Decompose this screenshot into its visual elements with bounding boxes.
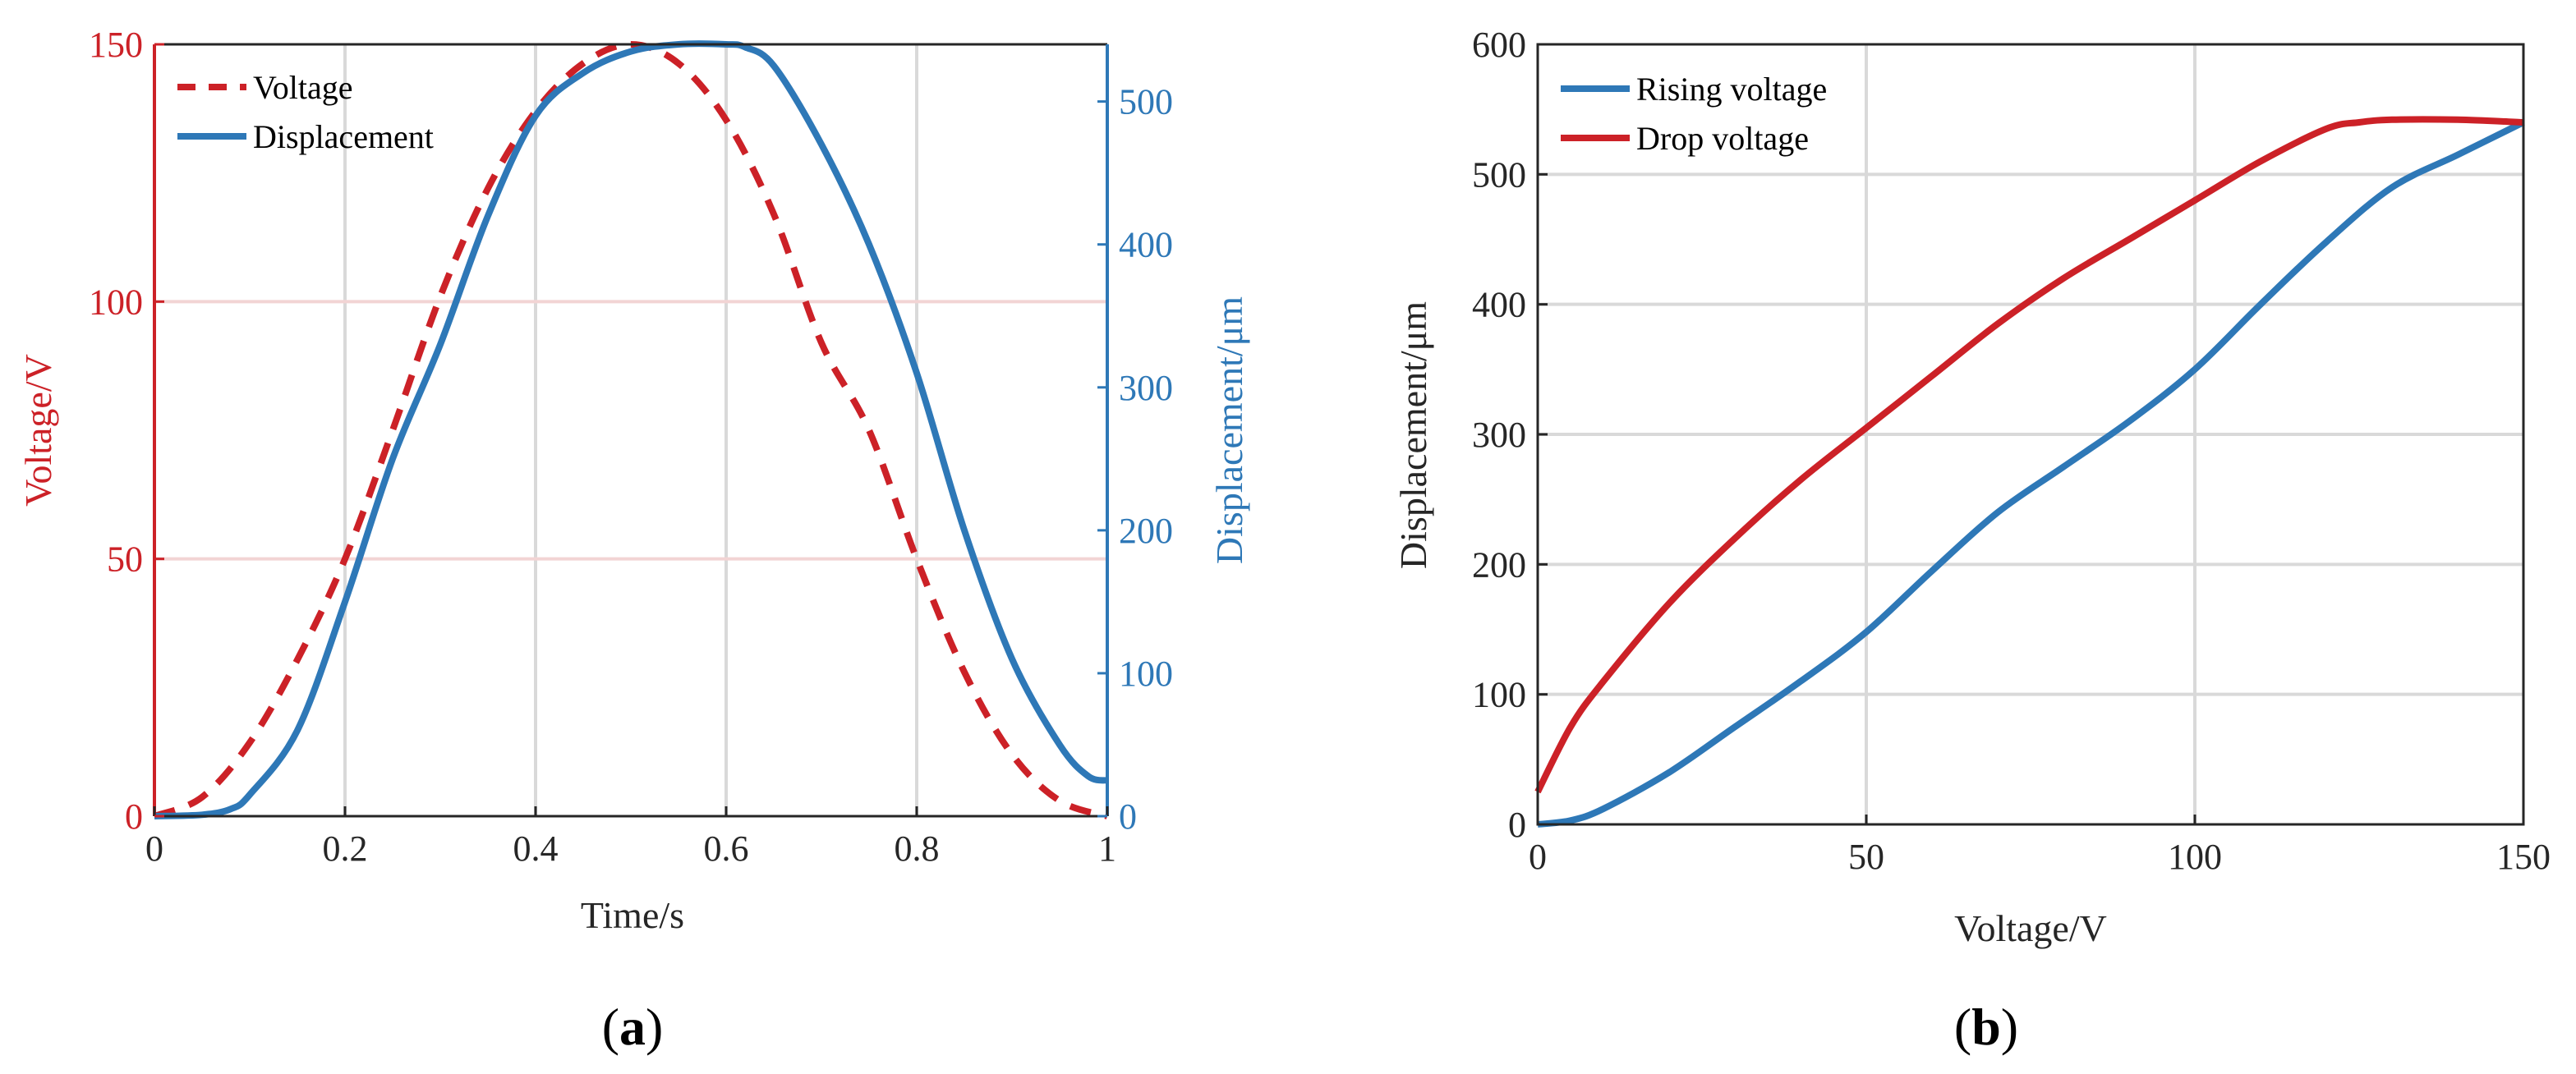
- chart-b: 0 50 100 150 0 100 200 300 400 500 600 Voltage/V D…: [1392, 25, 2551, 1056]
- chart-a-x-tick-label: 0.2: [323, 828, 368, 869]
- chart-b-panel-label: (b): [1954, 998, 2018, 1056]
- chart-b-x-axis-title: Voltage/V: [1954, 907, 2107, 949]
- chart-a-x-tick-label: 0.6: [704, 828, 749, 869]
- chart-b-x-tick-label: 0: [1529, 837, 1547, 877]
- chart-a-panel-label-letter: a: [619, 998, 646, 1056]
- series-line-drop-voltage: [1534, 116, 2524, 794]
- series-line-voltage: [153, 41, 1109, 819]
- chart-a-panel-label-open: (: [602, 998, 619, 1056]
- chart-b-panel-label-close: ): [2001, 998, 2018, 1056]
- chart-b-legend: Rising voltage Drop voltage: [1561, 71, 1827, 157]
- chart-b-panel-label-open: (: [1954, 998, 1971, 1056]
- chart-a-right-tick-label: 500: [1119, 82, 1173, 122]
- chart-a-left-tick-label: 50: [107, 539, 143, 580]
- chart-a-series: [153, 40, 1109, 819]
- chart-b-y-tick-label: 0: [1508, 805, 1526, 845]
- legend-drop-label: Drop voltage: [1636, 120, 1809, 157]
- series-line-displacement: [154, 40, 1108, 819]
- chart-a-right-axis-title: Displacement/μm: [1208, 296, 1250, 564]
- chart-a-left-tick-label: 0: [125, 796, 143, 837]
- chart-b-y-tick-label: 500: [1472, 154, 1526, 195]
- chart-a-left-axis-title: Voltage/V: [17, 354, 59, 507]
- chart-b-ticks: 0 50 100 150 0 100 200 300 400 500 600: [1472, 25, 2551, 877]
- chart-a-x-tick-label: 0: [145, 828, 163, 869]
- chart-a-panel-label-close: ): [646, 998, 663, 1056]
- chart-a-left-tick-label: 150: [89, 25, 143, 65]
- legend-displacement-label: Displacement: [253, 118, 434, 155]
- legend-rising-label: Rising voltage: [1636, 71, 1827, 108]
- chart-a-axes: [153, 43, 1109, 818]
- chart-a-right-tick-label: 300: [1119, 368, 1173, 408]
- chart-b-y-tick-label: 600: [1472, 25, 1526, 65]
- chart-b-panel-label-letter: b: [1971, 998, 2001, 1056]
- chart-a-right-tick-label: 100: [1119, 654, 1173, 694]
- chart-b-y-tick-label: 200: [1472, 544, 1526, 585]
- chart-a-legend: Voltage Displacement: [177, 69, 434, 155]
- chart-a-x-tick-label: 0.4: [513, 828, 559, 869]
- chart-a-right-tick-label: 0: [1119, 796, 1137, 837]
- chart-a-left-tick-label: 100: [89, 282, 143, 322]
- chart-a-x-tick-label: 1: [1098, 828, 1116, 869]
- chart-a-grid: [154, 44, 1107, 816]
- chart-b-x-tick-label: 150: [2496, 837, 2551, 877]
- chart-a-panel-label: (a): [602, 998, 664, 1056]
- chart-b-y-tick-label: 300: [1472, 415, 1526, 455]
- chart-b-y-tick-label: 400: [1472, 285, 1526, 325]
- chart-a-x-tick-label: 0.8: [895, 828, 940, 869]
- chart-a-x-axis-title: Time/s: [581, 894, 684, 936]
- chart-a-right-tick-label: 200: [1119, 511, 1173, 551]
- chart-b-y-axis-title: Displacement/μm: [1392, 301, 1434, 569]
- chart-b-x-tick-label: 50: [1848, 837, 1884, 877]
- chart-b-grid: [1538, 44, 2523, 824]
- legend-voltage-label: Voltage: [253, 69, 352, 106]
- chart-b-x-tick-label: 100: [2168, 837, 2222, 877]
- chart-b-y-tick-label: 100: [1472, 675, 1526, 715]
- chart-a-right-tick-label: 400: [1119, 225, 1173, 265]
- chart-a: 0 0.2 0.4 0.6 0.8 10501001500100200300400500 …: [17, 25, 1250, 1056]
- series-line-rising-voltage: [1537, 119, 2525, 828]
- chart-b-series: [1534, 116, 2525, 828]
